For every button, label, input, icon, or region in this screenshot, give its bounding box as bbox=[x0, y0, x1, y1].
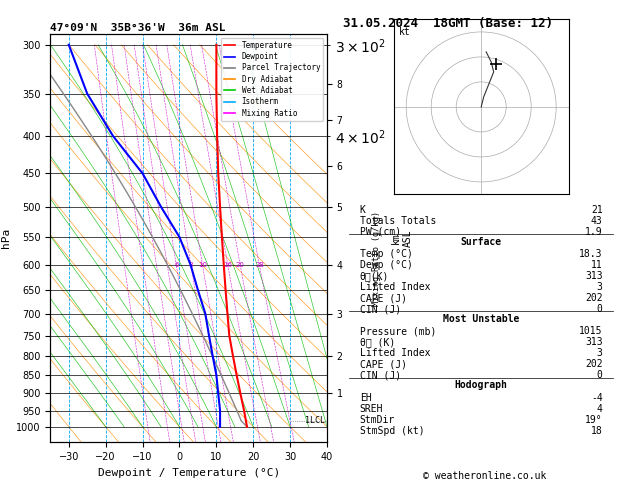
Text: 0: 0 bbox=[597, 370, 603, 381]
Text: Dewp (°C): Dewp (°C) bbox=[360, 260, 413, 270]
Text: Mixing Ratio (g/kg): Mixing Ratio (g/kg) bbox=[372, 211, 381, 306]
Text: 18: 18 bbox=[591, 426, 603, 435]
Text: Lifted Index: Lifted Index bbox=[360, 348, 430, 358]
Text: 28: 28 bbox=[255, 262, 264, 268]
Text: θᴁ(K): θᴁ(K) bbox=[360, 271, 389, 281]
Text: CAPE (J): CAPE (J) bbox=[360, 293, 407, 303]
Text: 18.3: 18.3 bbox=[579, 249, 603, 259]
Text: 3: 3 bbox=[597, 282, 603, 292]
Text: SREH: SREH bbox=[360, 403, 383, 414]
Text: 21: 21 bbox=[591, 205, 603, 215]
Text: 0: 0 bbox=[597, 304, 603, 314]
Text: Surface: Surface bbox=[460, 237, 502, 247]
Legend: Temperature, Dewpoint, Parcel Trajectory, Dry Adiabat, Wet Adiabat, Isotherm, Mi: Temperature, Dewpoint, Parcel Trajectory… bbox=[221, 38, 323, 121]
Text: kt: kt bbox=[399, 27, 411, 37]
Text: 6: 6 bbox=[174, 262, 179, 268]
Text: 19°: 19° bbox=[585, 415, 603, 425]
Text: Hodograph: Hodograph bbox=[455, 381, 508, 390]
Text: 11: 11 bbox=[591, 260, 603, 270]
Text: Most Unstable: Most Unstable bbox=[443, 314, 520, 324]
X-axis label: Dewpoint / Temperature (°C): Dewpoint / Temperature (°C) bbox=[97, 468, 280, 478]
Text: 1LCL: 1LCL bbox=[305, 417, 325, 425]
Text: 313: 313 bbox=[585, 337, 603, 347]
Text: StmSpd (kt): StmSpd (kt) bbox=[360, 426, 425, 435]
Text: Pressure (mb): Pressure (mb) bbox=[360, 326, 436, 336]
Text: PW (cm): PW (cm) bbox=[360, 227, 401, 237]
Text: 1015: 1015 bbox=[579, 326, 603, 336]
Text: © weatheronline.co.uk: © weatheronline.co.uk bbox=[423, 471, 546, 481]
Text: θᴁ (K): θᴁ (K) bbox=[360, 337, 395, 347]
Text: 43: 43 bbox=[591, 216, 603, 226]
Text: K: K bbox=[360, 205, 365, 215]
Y-axis label: hPa: hPa bbox=[1, 228, 11, 248]
Text: CAPE (J): CAPE (J) bbox=[360, 360, 407, 369]
Text: CIN (J): CIN (J) bbox=[360, 370, 401, 381]
Text: 1.9: 1.9 bbox=[585, 227, 603, 237]
Text: Temp (°C): Temp (°C) bbox=[360, 249, 413, 259]
Text: 31.05.2024  18GMT (Base: 12): 31.05.2024 18GMT (Base: 12) bbox=[343, 17, 553, 30]
Text: 202: 202 bbox=[585, 293, 603, 303]
Text: 202: 202 bbox=[585, 360, 603, 369]
Text: EH: EH bbox=[360, 393, 371, 402]
Text: 47°09'N  35B°36'W  36m ASL: 47°09'N 35B°36'W 36m ASL bbox=[50, 23, 226, 33]
Text: StmDir: StmDir bbox=[360, 415, 395, 425]
Text: -4: -4 bbox=[591, 393, 603, 402]
Text: Totals Totals: Totals Totals bbox=[360, 216, 436, 226]
Text: 8: 8 bbox=[189, 262, 193, 268]
Text: 20: 20 bbox=[236, 262, 245, 268]
Text: 10: 10 bbox=[198, 262, 207, 268]
Y-axis label: km
ASL: km ASL bbox=[391, 229, 413, 247]
Text: 313: 313 bbox=[585, 271, 603, 281]
Text: 16: 16 bbox=[223, 262, 232, 268]
Text: Lifted Index: Lifted Index bbox=[360, 282, 430, 292]
Text: 4: 4 bbox=[597, 403, 603, 414]
Text: 3: 3 bbox=[597, 348, 603, 358]
Text: CIN (J): CIN (J) bbox=[360, 304, 401, 314]
